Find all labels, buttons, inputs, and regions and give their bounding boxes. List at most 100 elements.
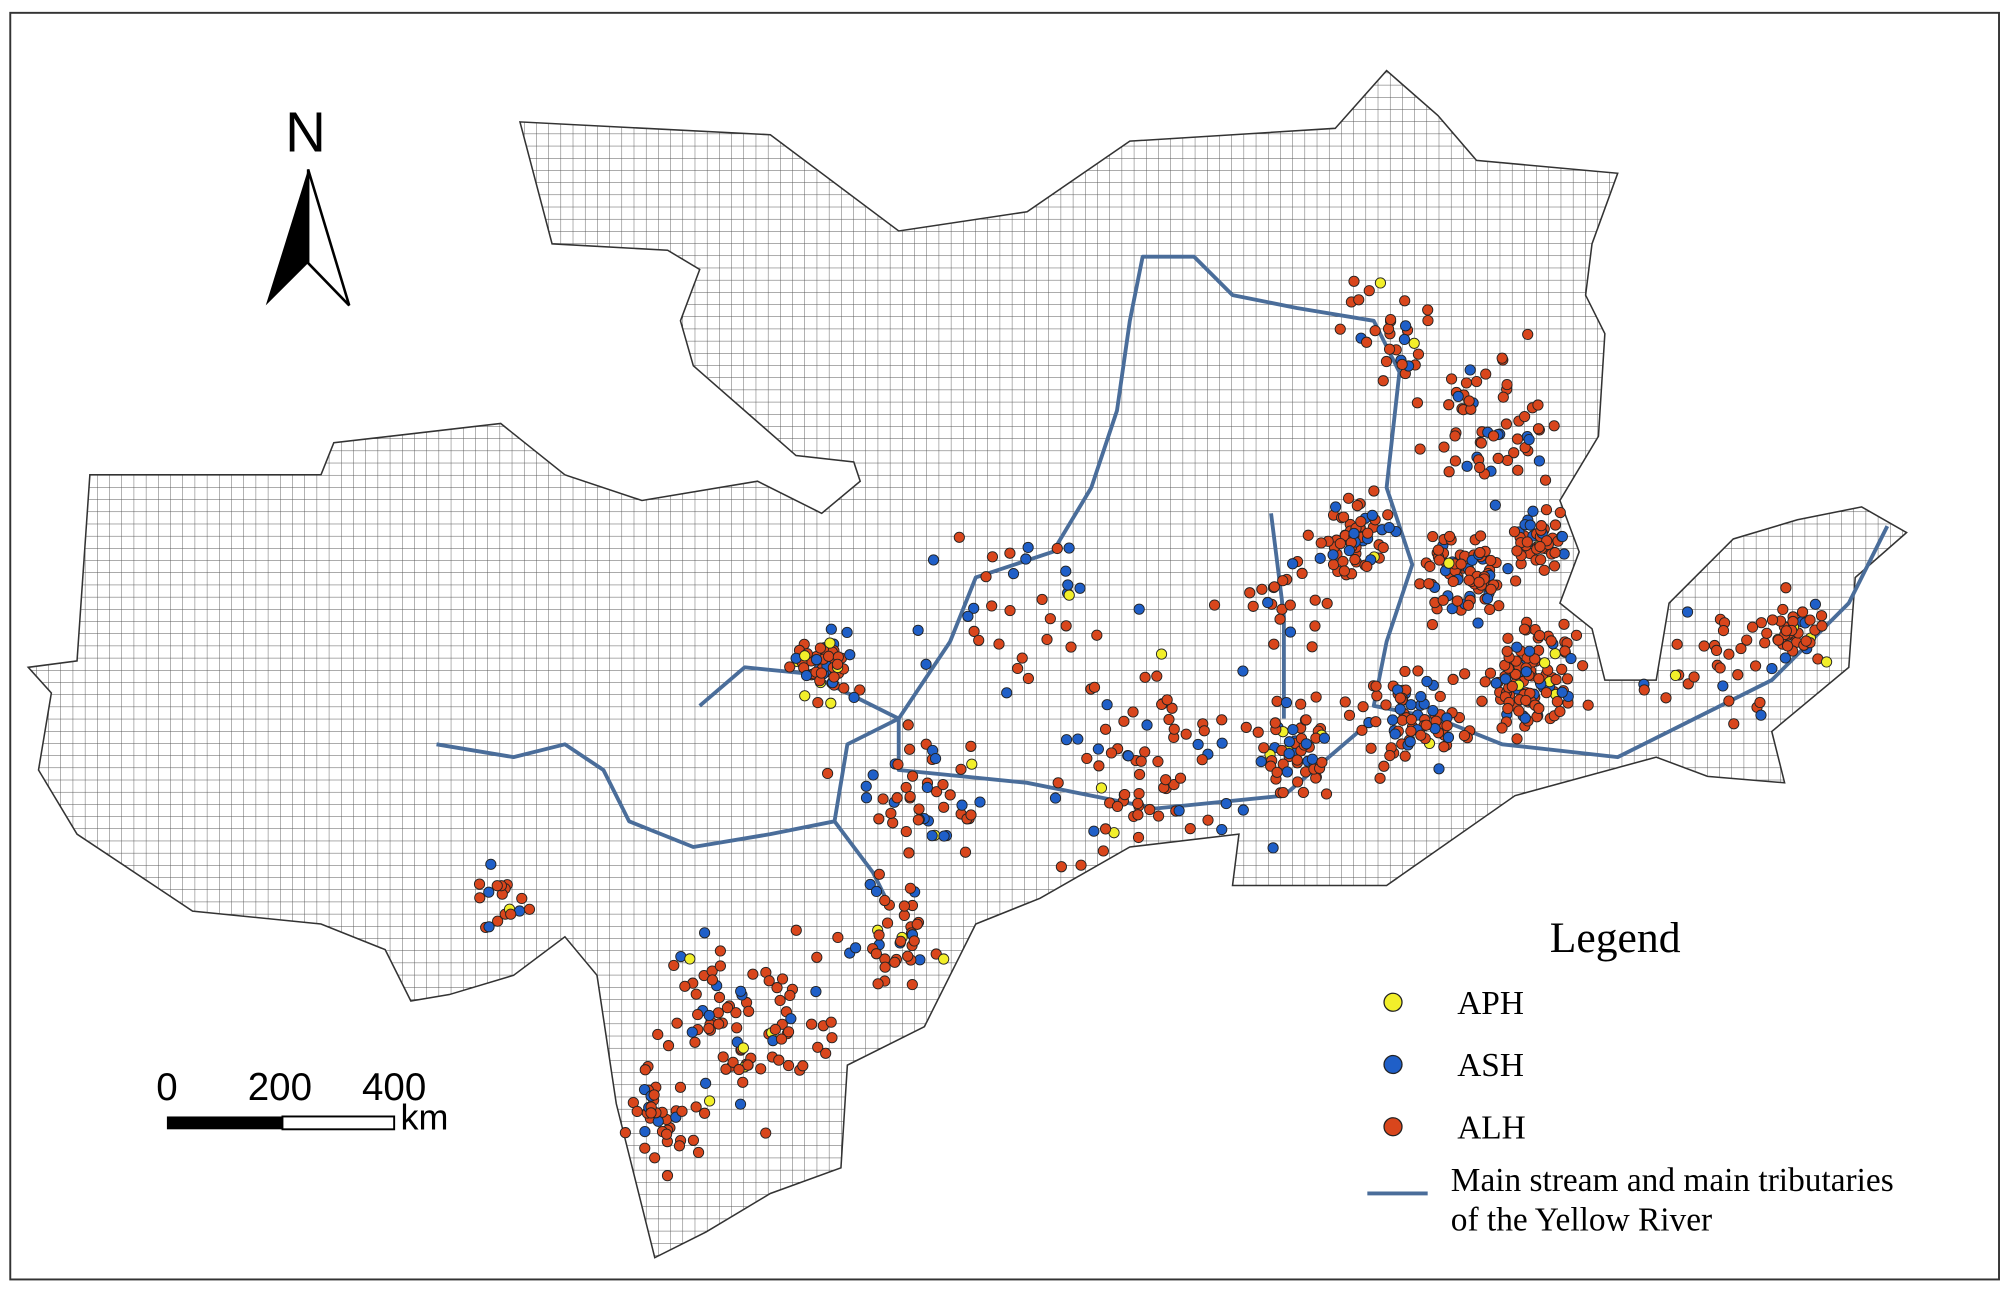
site-dot — [1463, 395, 1475, 407]
site-dot — [771, 982, 783, 994]
site-dot — [649, 1152, 661, 1164]
site-dot — [1361, 560, 1373, 573]
site-dot — [1746, 621, 1759, 633]
site-dot — [938, 830, 950, 842]
site-dot — [903, 847, 915, 859]
site-dot — [1287, 723, 1299, 736]
site-dot — [1216, 737, 1228, 749]
site-dot — [1433, 763, 1445, 775]
site-dot — [1320, 788, 1333, 800]
site-dot — [1561, 673, 1574, 685]
site-dot — [1133, 788, 1145, 800]
site-dot — [1374, 277, 1387, 289]
site-dot — [1422, 314, 1434, 327]
site-dot — [721, 1002, 734, 1014]
site-dot — [1343, 544, 1355, 557]
site-dot — [730, 1007, 742, 1019]
site-dot — [679, 980, 691, 992]
site-dot — [1415, 729, 1427, 741]
site-dot — [1338, 511, 1350, 523]
site-dot — [763, 975, 775, 987]
site-dot — [1166, 702, 1178, 714]
site-dot — [1433, 554, 1445, 566]
legend-label: ALH — [1457, 1109, 1526, 1146]
site-dot — [1041, 633, 1053, 646]
site-dot — [955, 763, 967, 775]
site-dot — [1582, 699, 1594, 711]
site-dot — [986, 600, 998, 612]
site-dot — [1501, 379, 1513, 391]
site-dot — [1554, 506, 1566, 519]
site-dot — [1216, 714, 1228, 726]
site-dot — [1480, 368, 1492, 380]
site-dot — [911, 918, 923, 930]
site-dot — [811, 951, 823, 963]
site-dot — [1405, 725, 1417, 737]
site-dot — [1394, 703, 1406, 715]
site-dot — [873, 929, 885, 941]
site-dot — [1088, 681, 1101, 693]
site-dot — [1508, 447, 1520, 459]
site-dot — [713, 991, 726, 1003]
site-dot — [689, 1036, 701, 1048]
site-dot — [1198, 725, 1210, 737]
site-dot — [1075, 859, 1087, 871]
scale-black — [166, 1116, 283, 1130]
site-dot — [1501, 454, 1514, 467]
site-dot — [823, 650, 835, 662]
site-dot — [812, 697, 824, 709]
site-dot — [1415, 690, 1427, 703]
site-dot — [1408, 337, 1420, 349]
site-dot — [1502, 702, 1514, 715]
site-dot — [687, 1134, 700, 1146]
site-dot — [1044, 613, 1056, 625]
site-dot — [904, 790, 916, 803]
site-dot — [1723, 648, 1735, 660]
site-dot — [703, 1009, 715, 1022]
site-dot — [860, 792, 873, 804]
site-dot — [877, 793, 889, 805]
site-dot — [1577, 660, 1589, 672]
site-dot — [828, 671, 840, 683]
site-dot — [1072, 733, 1084, 745]
site-dot — [1277, 575, 1289, 587]
site-dot — [1545, 635, 1557, 647]
site-dot — [1240, 721, 1252, 733]
site-dot — [920, 658, 932, 670]
site-dot — [1380, 355, 1393, 368]
site-dot — [516, 892, 528, 905]
site-dot — [1382, 509, 1394, 521]
site-dot — [1443, 399, 1455, 411]
site-dot — [898, 909, 910, 921]
site-dot — [1452, 390, 1464, 402]
site-dot — [784, 661, 796, 673]
site-dot — [1389, 728, 1401, 740]
site-dot — [1353, 294, 1365, 306]
site-dot — [1559, 645, 1571, 657]
site-dot — [1558, 618, 1570, 630]
site-dot — [1284, 599, 1296, 611]
site-dot — [1502, 563, 1514, 575]
site-dot — [1540, 687, 1553, 699]
site-dot — [1334, 323, 1346, 335]
site-dot — [1424, 560, 1436, 573]
site-dot — [1772, 634, 1784, 646]
site-dot — [1538, 564, 1550, 576]
site-dot — [735, 985, 747, 997]
site-dot — [799, 650, 811, 662]
site-dot — [1291, 754, 1303, 766]
site-dot — [1081, 752, 1093, 765]
site-dot — [1271, 766, 1283, 778]
site-dot — [902, 950, 914, 962]
site-dot — [1717, 680, 1729, 692]
site-dot — [1382, 323, 1395, 335]
site-dot — [1314, 552, 1326, 564]
site-dot — [1060, 565, 1072, 577]
legend-swatch — [1383, 1117, 1403, 1137]
site-dot — [1548, 420, 1560, 432]
site-dot — [881, 917, 894, 929]
site-dot — [1174, 772, 1187, 784]
site-dot — [1300, 738, 1312, 750]
site-dot — [639, 1064, 651, 1076]
site-dot — [832, 931, 844, 944]
